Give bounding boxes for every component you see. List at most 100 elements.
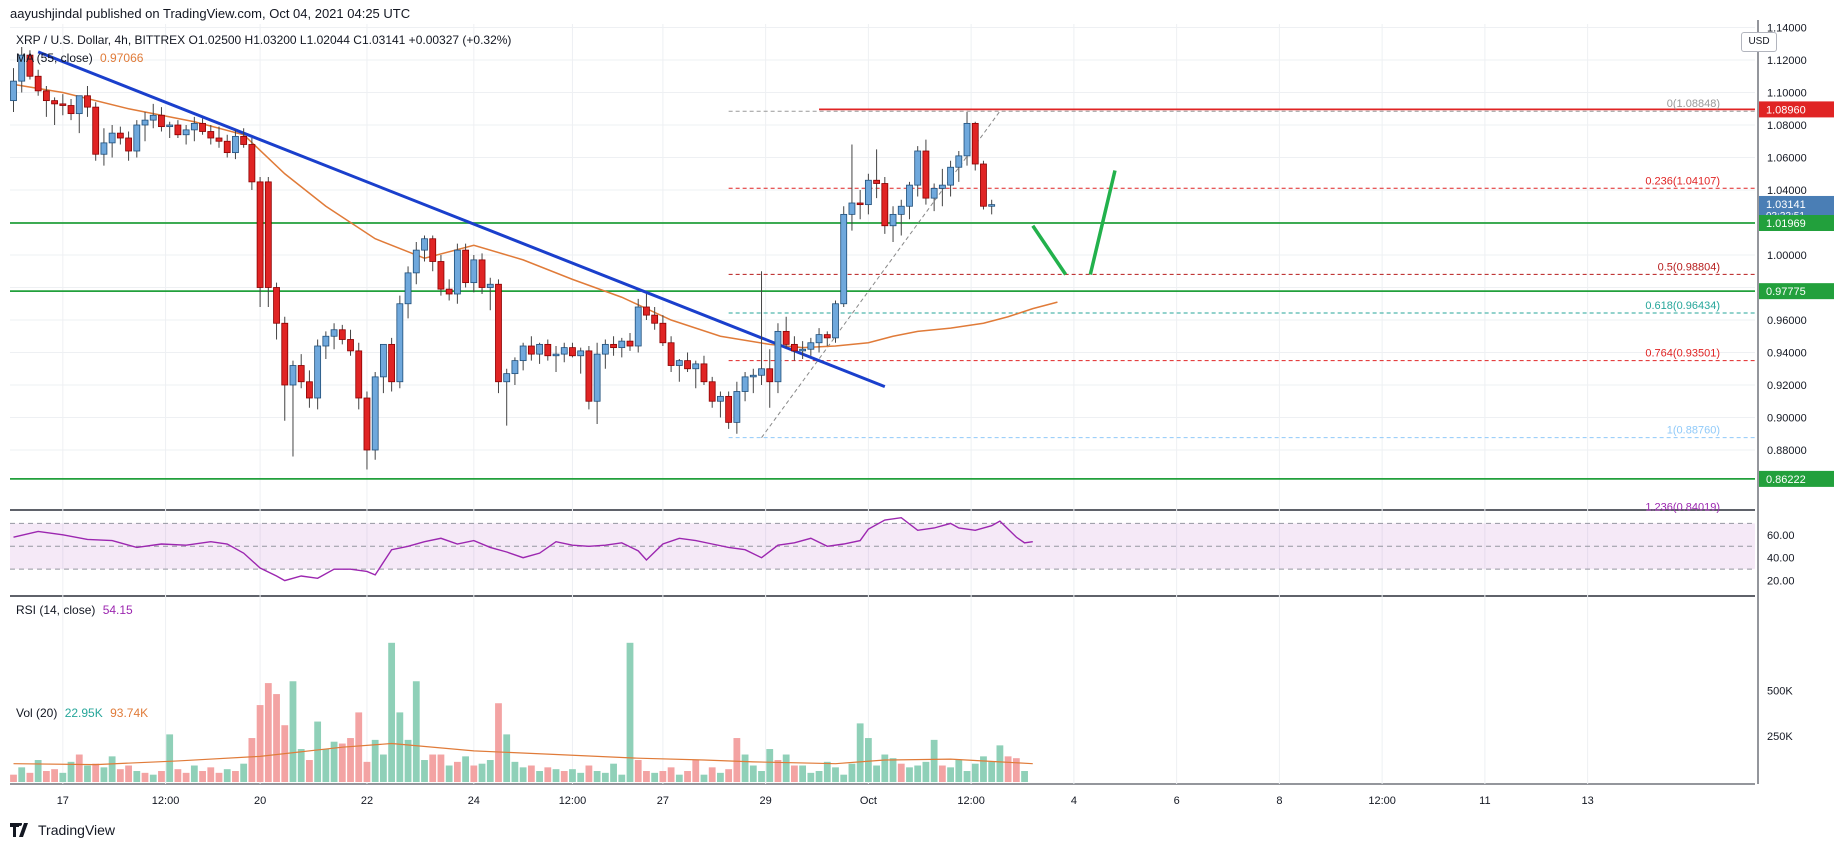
volume-bar <box>338 743 346 782</box>
time-tick-label: 17 <box>57 795 69 807</box>
volume-bar <box>667 767 675 782</box>
candle <box>758 271 765 385</box>
volume-bar <box>881 754 889 782</box>
candle-up-body <box>511 360 519 375</box>
volume-bar <box>215 772 223 782</box>
candle <box>470 255 478 293</box>
volume-bar <box>223 769 231 782</box>
candle-up-body <box>232 135 239 154</box>
candle <box>108 125 116 158</box>
volume-bar <box>84 765 91 782</box>
candle-down-body <box>527 345 535 355</box>
volume-bar <box>396 712 404 782</box>
candle-up-body <box>938 184 946 189</box>
candle <box>330 323 338 350</box>
volume-bar <box>67 761 75 782</box>
volume-bar <box>906 767 913 782</box>
candle <box>988 199 996 215</box>
candle-down-body <box>659 322 667 344</box>
candle-up-body <box>807 342 815 350</box>
rsi-label: RSI (14, close) <box>16 603 96 617</box>
candle <box>174 120 182 138</box>
candle <box>733 381 741 434</box>
volume-bar <box>840 774 848 782</box>
volume-bars <box>10 642 1028 782</box>
volume-bar <box>560 771 568 782</box>
candle-up-body <box>815 334 823 344</box>
price-badge-label: 1.08960 <box>1766 104 1806 116</box>
volume-ma-line <box>13 742 1033 766</box>
volume-bar <box>92 763 100 782</box>
time-tick-label: 8 <box>1276 795 1282 807</box>
candle-down-body <box>569 347 576 357</box>
candle <box>396 295 404 389</box>
volume-bar <box>478 763 486 782</box>
volume-value-1: 22.95K <box>64 706 103 720</box>
volume-bar <box>577 772 585 782</box>
candle <box>527 336 535 361</box>
volume-bar <box>873 765 880 782</box>
candle <box>453 243 461 304</box>
volume-bar <box>593 771 601 782</box>
candle-down-body <box>248 144 256 183</box>
ma-value: 0.97066 <box>100 51 144 65</box>
price-tick-label: 0.90000 <box>1767 413 1807 425</box>
volume-bar <box>955 760 963 782</box>
candle-up-body <box>289 365 297 386</box>
candle <box>289 360 297 457</box>
ma-label: MA (55, close) <box>16 51 93 65</box>
candle-down-body <box>881 183 889 227</box>
candle-down-body <box>495 283 502 383</box>
candle-down-body <box>626 340 634 347</box>
volume-bar <box>823 761 831 782</box>
volume-bar <box>462 756 469 782</box>
candle <box>429 235 437 272</box>
volume-bar <box>289 681 297 782</box>
volume-bar <box>18 767 26 782</box>
volume-bar <box>914 765 922 782</box>
price-tick-label: 1.14000 <box>1767 23 1807 35</box>
candle-down-body <box>651 314 659 324</box>
volume-bar <box>495 703 502 782</box>
candle-up-body <box>552 353 560 357</box>
candle <box>182 125 190 145</box>
candle-up-body <box>963 122 971 157</box>
candle <box>725 391 733 429</box>
volume-bar <box>445 765 453 782</box>
volume-bar <box>26 772 34 782</box>
volume-bar <box>240 763 248 782</box>
candle <box>273 282 280 340</box>
candle-down-body <box>355 350 363 399</box>
volume-bar <box>158 771 165 782</box>
candle-up-body <box>741 376 749 392</box>
volume-bar <box>511 761 519 782</box>
volume-bar <box>634 760 642 782</box>
candle-up-body <box>717 395 724 402</box>
rsi-tick-label: 20.00 <box>1767 576 1795 588</box>
candle <box>889 206 897 242</box>
candle <box>593 342 601 424</box>
symbol-line: XRP / U.S. Dollar, 4h, BITTREX O1.02500 … <box>16 33 512 47</box>
volume-bar <box>273 694 280 782</box>
candle <box>199 118 206 135</box>
candle <box>445 279 453 301</box>
candle-up-body <box>166 124 174 128</box>
candle-up-body <box>453 249 461 295</box>
volume-bar <box>437 754 445 782</box>
volume-bar <box>232 771 239 782</box>
candle <box>495 279 502 394</box>
volume-bar <box>791 765 798 782</box>
candle <box>971 121 979 171</box>
currency-button[interactable]: USD <box>1741 32 1777 52</box>
candle-down-body <box>207 131 215 139</box>
volume-bar <box>453 761 461 782</box>
candle <box>166 121 174 138</box>
price-tick-label: 1.12000 <box>1767 55 1807 67</box>
candle-up-body <box>536 343 543 355</box>
candle <box>684 352 691 372</box>
candle <box>873 149 880 199</box>
candle <box>421 235 428 262</box>
candle <box>717 391 724 418</box>
volume-bar <box>59 772 67 782</box>
candle <box>347 329 354 356</box>
